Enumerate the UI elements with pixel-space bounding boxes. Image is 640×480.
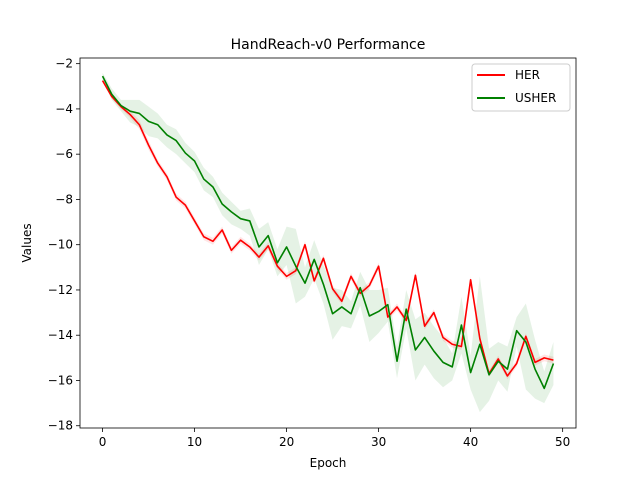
series-lines: [101, 75, 555, 390]
x-tick-label: 40: [463, 435, 478, 449]
y-tick-label: −18: [48, 419, 73, 433]
legend-label-usher: USHER: [515, 91, 556, 105]
x-tick-label: 0: [99, 435, 107, 449]
band-usher: [102, 72, 554, 413]
y-axis: −18 −16 −14 −12 −10 −8 −6 −4 −2: [48, 57, 80, 433]
y-tick-label: −10: [48, 238, 73, 252]
y-tick-label: −8: [55, 192, 73, 206]
confidence-bands: [102, 72, 554, 413]
y-axis-label: Values: [20, 223, 34, 262]
chart-title: HandReach-v0 Performance: [231, 37, 426, 53]
x-tick-label: 30: [371, 435, 386, 449]
y-tick-label: −2: [55, 57, 73, 71]
y-tick-label: −16: [48, 373, 73, 387]
legend-label-her: HER: [515, 68, 540, 82]
plot-area-frame: [79, 57, 577, 429]
x-tick-label: 50: [555, 435, 570, 449]
x-axis: 0 10 20 30 40 50: [99, 428, 570, 449]
y-tick-label: −12: [48, 283, 73, 297]
series-line-her: [101, 80, 554, 377]
series-line-usher: [101, 75, 555, 390]
x-tick-label: 20: [279, 435, 294, 449]
y-tick-label: −6: [55, 147, 73, 161]
y-tick-label: −14: [48, 328, 73, 342]
x-axis-label: Epoch: [310, 456, 347, 470]
y-tick-label: −4: [55, 102, 73, 116]
x-tick-label: 10: [187, 435, 202, 449]
legend: HER USHER: [471, 63, 571, 112]
